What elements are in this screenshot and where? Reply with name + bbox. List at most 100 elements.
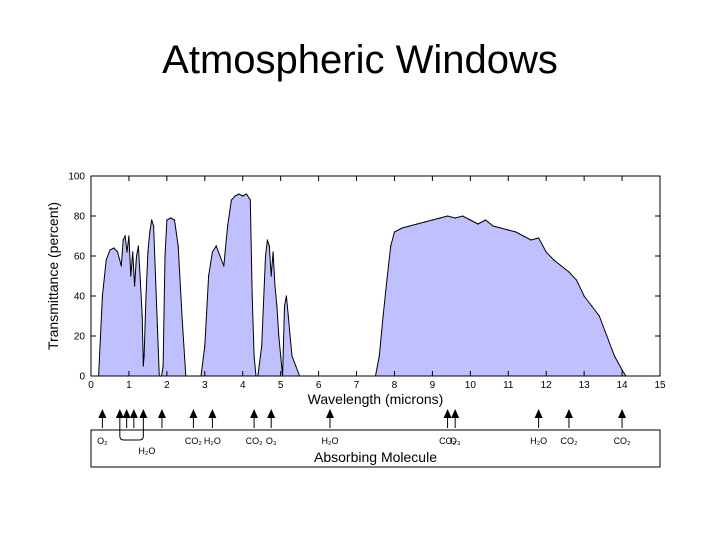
- x-tick-label: 9: [430, 380, 436, 391]
- data-point: [598, 315, 600, 317]
- data-point: [264, 255, 267, 257]
- data-point: [591, 305, 593, 307]
- x-tick-label: 13: [579, 380, 591, 391]
- data-point: [113, 247, 115, 249]
- data-point: [409, 225, 411, 227]
- data-point: [266, 239, 268, 241]
- data-point: [219, 255, 221, 257]
- x-tick-label: 12: [541, 380, 553, 391]
- data-point: [289, 335, 291, 337]
- molecule-arrow-head: [443, 409, 452, 418]
- molecule-label: CO₂: [614, 436, 632, 446]
- data-point: [215, 245, 217, 247]
- x-tick-label: 6: [316, 380, 322, 391]
- data-point: [613, 355, 616, 357]
- y-tick-label: 100: [68, 172, 85, 183]
- data-point: [606, 335, 608, 337]
- transmittance-area: [98, 194, 626, 376]
- data-point: [477, 223, 479, 225]
- data-point: [211, 251, 213, 253]
- data-point: [500, 227, 502, 229]
- molecule-label: H₂O: [321, 436, 338, 446]
- data-point: [522, 235, 525, 237]
- data-point: [283, 305, 286, 307]
- data-point: [154, 275, 157, 277]
- x-tick-label: 2: [164, 380, 170, 391]
- x-tick-label: 10: [465, 380, 477, 391]
- data-point: [251, 295, 253, 297]
- data-point: [249, 199, 251, 201]
- data-point: [568, 271, 570, 273]
- data-point: [274, 285, 276, 287]
- y-tick-label: 40: [74, 292, 86, 303]
- x-tick-label: 4: [240, 380, 246, 391]
- data-point: [484, 219, 487, 221]
- data-point: [227, 225, 229, 227]
- y-tick-label: 0: [79, 372, 85, 383]
- data-point: [268, 245, 270, 247]
- data-point: [276, 305, 278, 307]
- molecule-arrow-head: [208, 409, 217, 418]
- molecule-arrow-head: [189, 409, 198, 418]
- data-point: [166, 219, 168, 221]
- data-point: [151, 219, 153, 221]
- data-point: [530, 239, 532, 241]
- data-point: [621, 369, 623, 371]
- data-point: [238, 193, 240, 195]
- data-point: [295, 365, 297, 367]
- molecule-label: O₃: [266, 436, 277, 446]
- data-point: [137, 245, 139, 247]
- molecule-arrow-head: [564, 409, 573, 418]
- data-point: [109, 249, 111, 251]
- data-point: [149, 231, 151, 233]
- molecule-label: O₂: [97, 436, 108, 446]
- data-point: [156, 325, 158, 327]
- molecule-arrow-head: [129, 409, 138, 418]
- data-point: [242, 195, 244, 197]
- data-point: [105, 259, 107, 261]
- data-point: [553, 259, 555, 261]
- y-tick-label: 80: [74, 212, 86, 223]
- data-point: [583, 295, 585, 297]
- data-point: [431, 219, 433, 221]
- data-point: [181, 315, 183, 317]
- molecule-arrow-head: [618, 409, 627, 418]
- data-point: [153, 225, 155, 227]
- slide-title: Atmospheric Windows: [162, 38, 558, 82]
- data-point: [173, 219, 176, 221]
- data-point: [141, 315, 143, 317]
- y-axis-title: Transmittance (percent): [45, 202, 61, 350]
- data-point: [416, 223, 418, 225]
- data-point: [126, 251, 128, 253]
- data-point: [386, 279, 388, 281]
- data-point: [393, 231, 396, 233]
- molecule-box-label: Absorbing Molecule: [314, 449, 437, 465]
- x-axis-title: Wavelength (microns): [308, 391, 444, 407]
- data-point: [145, 295, 147, 297]
- molecule-label: H₂O: [530, 436, 547, 446]
- molecule-arrow-head: [267, 409, 276, 418]
- x-tick-label: 8: [392, 380, 398, 391]
- data-point: [139, 279, 141, 281]
- data-point: [401, 227, 403, 229]
- data-point: [143, 355, 145, 357]
- data-point: [378, 355, 380, 357]
- data-point: [270, 275, 272, 277]
- data-point: [424, 221, 426, 223]
- data-point: [204, 345, 206, 347]
- data-point: [285, 295, 287, 297]
- data-point: [253, 355, 255, 357]
- data-point: [230, 199, 232, 201]
- molecule-label: CO₂: [185, 436, 203, 446]
- data-point: [130, 275, 132, 277]
- data-point: [208, 275, 210, 277]
- molecule-arrow-head: [534, 409, 543, 418]
- data-point: [272, 251, 274, 253]
- molecule-arrow-head: [139, 409, 148, 418]
- data-point: [134, 285, 136, 287]
- molecule-arrow-head: [115, 409, 124, 418]
- molecule-label: H₂O: [138, 446, 155, 456]
- data-point: [382, 315, 384, 317]
- data-point: [117, 251, 119, 253]
